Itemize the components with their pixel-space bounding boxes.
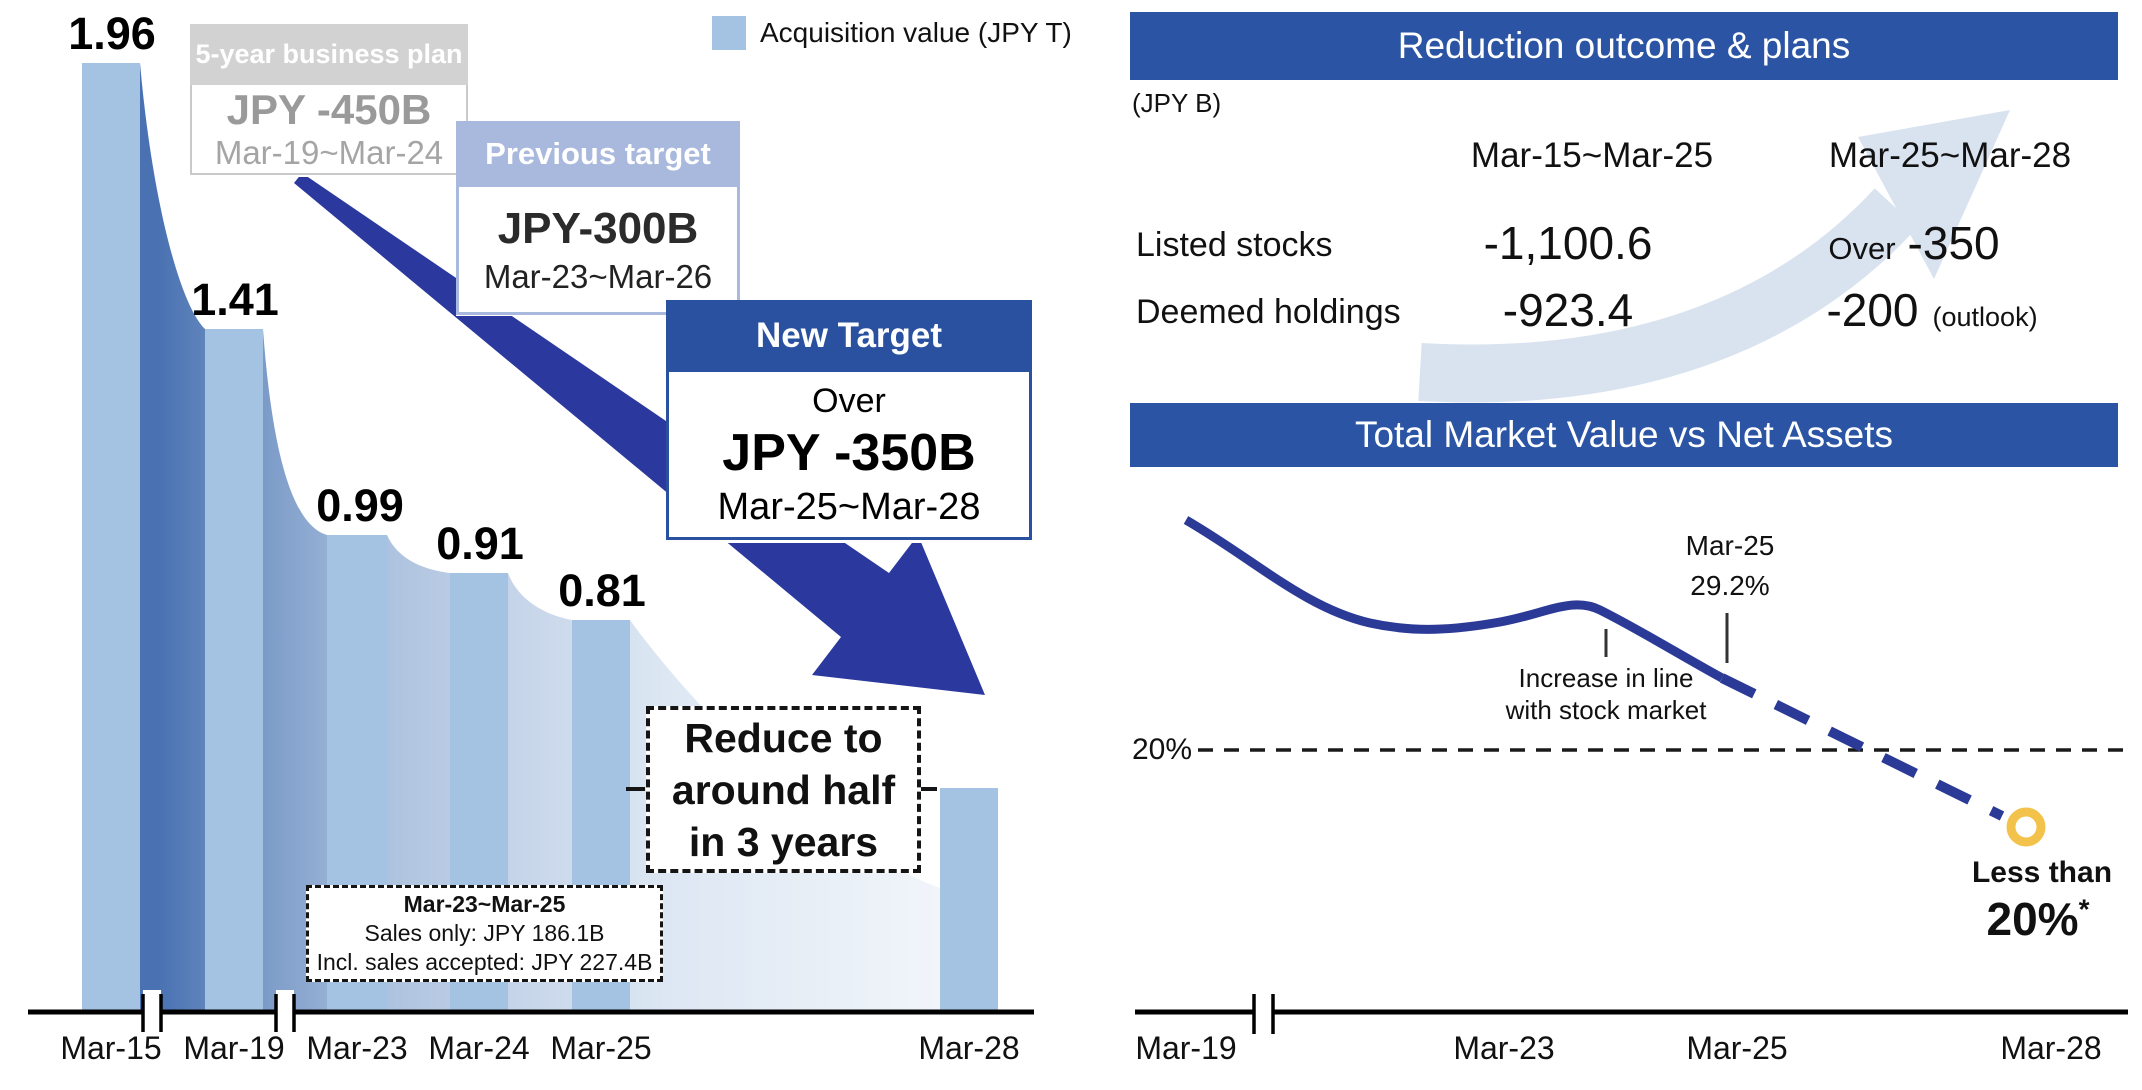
market-value-line-dashed — [1719, 673, 2005, 821]
reduce-note-line1: Reduce to — [684, 714, 883, 761]
table-row-label-listed-stocks: Listed stocks — [1136, 226, 1333, 264]
previous-target-amount: JPY-300B — [497, 203, 699, 253]
gridline-label-20pct: 20% — [1132, 733, 1193, 766]
five-year-plan-period: Mar-19~Mar-24 — [214, 134, 444, 171]
table-value-deemed-future-suffix: (outlook) — [1932, 302, 2038, 332]
reduce-note-line3: in 3 years — [688, 818, 879, 865]
point-label-292pct: 29.2% — [1690, 570, 1770, 601]
right-x-label-mar-25: Mar-25 — [1686, 1030, 1788, 1066]
table-value-deemed-future-amount: -200 — [1826, 284, 1919, 336]
reduce-note-box: Reduce to around half in 3 years — [646, 706, 921, 873]
table-value-listed-past: -1,100.6 — [1483, 217, 1653, 269]
five-year-plan-header: 5-year business plan — [190, 24, 468, 85]
table-unit-label: (JPY B) — [1132, 88, 1222, 118]
new-target-body: Over JPY -350B Mar-25~Mar-28 — [666, 372, 1032, 540]
bar-mar-15 — [82, 63, 140, 1012]
swoosh-arrow-band — [1418, 188, 1918, 403]
note-line2: with stock market — [1505, 695, 1707, 725]
table-row-label-deemed-holdings: Deemed holdings — [1136, 293, 1401, 331]
previous-target-header: Previous target — [456, 121, 740, 187]
bar-value-mar-24: 0.91 — [436, 518, 524, 569]
five-year-plan-body: JPY -450B Mar-19~Mar-24 — [190, 85, 468, 175]
table-value-listed-future: Over -350 — [1828, 216, 1999, 270]
right-x-label-mar-28: Mar-28 — [2000, 1030, 2102, 1066]
previous-target-callout: Previous target JPY-300B Mar-23~Mar-26 — [456, 121, 740, 316]
five-year-plan-amount: JPY -450B — [226, 86, 432, 133]
previous-target-body: JPY-300B Mar-23~Mar-26 — [456, 187, 740, 315]
five-year-plan-callout: 5-year business plan JPY -450B Mar-19~Ma… — [190, 24, 468, 177]
market-value-banner: Total Market Value vs Net Assets — [1130, 403, 2118, 467]
target-ring-marker — [2006, 807, 2046, 847]
left-x-label-mar-28: Mar-28 — [918, 1030, 1020, 1066]
new-target-callout: New Target Over JPY -350B Mar-25~Mar-28 — [666, 300, 1032, 543]
table-col-header-1: Mar-15~Mar-25 — [1470, 136, 1714, 175]
note-line1: Increase in line — [1518, 663, 1694, 693]
reduction-outcome-banner: Reduction outcome & plans — [1130, 12, 2118, 80]
table-value-deemed-past: -923.4 — [1502, 284, 1634, 336]
sales-note-title: Mar-23~Mar-25 — [403, 891, 566, 917]
legend-label: Acquisition value (JPY T) — [760, 17, 1072, 48]
table-col-header-2: Mar-25~Mar-28 — [1828, 136, 2072, 175]
sales-note-line2: Incl. sales accepted: JPY 227.4B — [316, 949, 653, 975]
left-x-label-mar-23: Mar-23 — [306, 1030, 408, 1066]
target-label-line2: 20%* — [1987, 892, 2090, 946]
target-label-line1: Less than — [1971, 856, 2113, 889]
bar-mar-19 — [205, 329, 263, 1012]
previous-target-period: Mar-23~Mar-26 — [483, 257, 713, 295]
target-label-value: 20% — [1986, 893, 2079, 945]
left-axis-break-2 — [276, 990, 294, 1034]
market-value-line-solid — [1183, 516, 1725, 682]
bar-value-mar-19: 1.41 — [191, 274, 279, 325]
new-target-amount: JPY -350B — [722, 423, 976, 482]
table-value-listed-future-prefix: Over — [1828, 231, 1896, 266]
legend: Acquisition value (JPY T) — [712, 16, 1072, 50]
left-x-label-mar-24: Mar-24 — [428, 1030, 530, 1066]
reduce-note-line2: around half — [671, 766, 896, 813]
right-x-label-mar-23: Mar-23 — [1453, 1030, 1555, 1066]
swoosh-arrow-head — [1858, 110, 2010, 279]
sales-note-box: Mar-23~Mar-25 Sales only: JPY 186.1B Inc… — [306, 885, 663, 982]
sales-note-line1: Sales only: JPY 186.1B — [364, 920, 605, 946]
bar-value-mar-25: 0.81 — [558, 565, 646, 616]
target-label-asterisk: * — [2078, 893, 2090, 925]
right-x-label-mar-19: Mar-19 — [1135, 1030, 1237, 1066]
table-value-deemed-future: -200 (outlook) — [1826, 283, 2037, 337]
bar-value-mar-23: 0.99 — [316, 480, 404, 531]
left-x-label-mar-25: Mar-25 — [550, 1030, 652, 1066]
left-x-label-mar-19: Mar-19 — [183, 1030, 285, 1066]
new-target-period: Mar-25~Mar-28 — [717, 485, 981, 528]
point-label-mar25: Mar-25 — [1685, 530, 1775, 561]
table-value-listed-future-amount: -350 — [1907, 217, 2000, 269]
right-axis-break — [1254, 990, 1273, 1034]
new-target-qualifier: Over — [812, 381, 886, 420]
left-x-label-mar-15: Mar-15 — [60, 1030, 162, 1066]
bar-mar-28-projected — [940, 788, 998, 1012]
legend-swatch — [712, 16, 746, 50]
bar-value-mar-15: 1.96 — [68, 8, 156, 59]
left-axis-break-1 — [143, 990, 161, 1034]
new-target-header: New Target — [666, 300, 1032, 372]
